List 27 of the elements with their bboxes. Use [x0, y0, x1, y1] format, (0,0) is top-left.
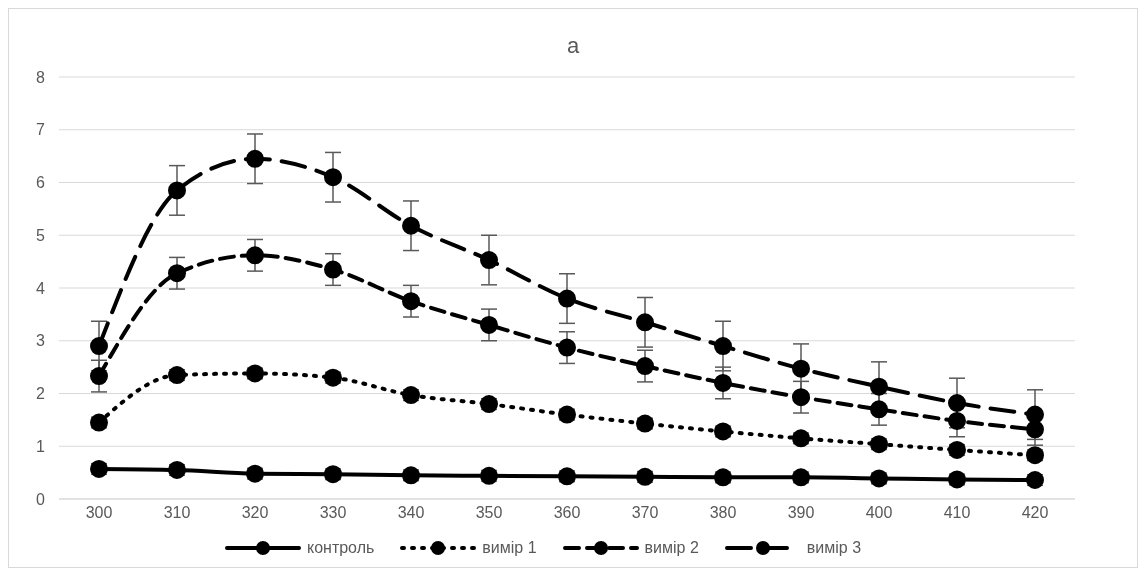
y-tick-label: 5	[36, 226, 46, 244]
legend-label: вимір 1	[482, 539, 537, 557]
legend-label: вимір 2	[644, 539, 699, 557]
x-tick-label: 320	[241, 504, 269, 522]
x-tick-label: 420	[1021, 504, 1049, 522]
x-tick-label: 360	[553, 504, 581, 522]
x-tick-label: 390	[787, 504, 815, 522]
x-tick-label: 400	[865, 504, 893, 522]
chart-title: a	[565, 32, 581, 60]
legend-label: вимір 3	[806, 539, 862, 557]
y-tick-label: 7	[36, 121, 46, 139]
x-tick-label: 380	[709, 504, 737, 522]
y-tick-label: 6	[36, 174, 46, 192]
y-tick-label: 8	[36, 68, 46, 86]
x-tick-label: 340	[397, 504, 425, 522]
y-tick-label: 3	[36, 332, 46, 350]
x-tick-label: 300	[85, 504, 113, 522]
x-tick-label: 410	[943, 504, 971, 522]
y-tick-label: 4	[36, 279, 46, 297]
legend-label: контроль	[306, 539, 375, 557]
y-tick-label: 2	[36, 385, 46, 403]
x-tick-label: 370	[631, 504, 659, 522]
x-tick-label: 310	[163, 504, 191, 522]
y-tick-label: 0	[36, 490, 46, 508]
y-tick-label: 1	[36, 437, 46, 455]
x-tick-label: 330	[319, 504, 347, 522]
x-tick-label: 350	[475, 504, 503, 522]
